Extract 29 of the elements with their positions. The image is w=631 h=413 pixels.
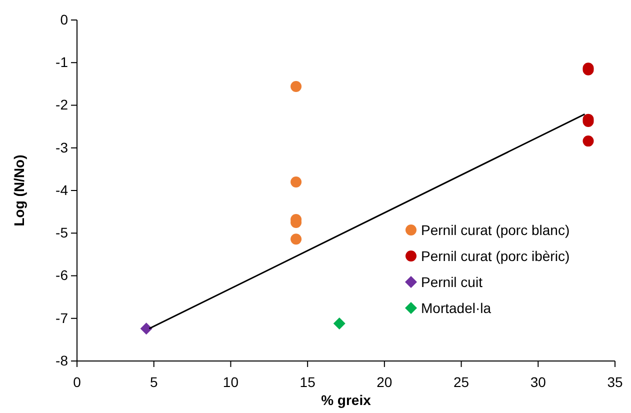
y-tick-label: -6 xyxy=(56,267,68,284)
legend-label: Pernil curat (porc blanc) xyxy=(421,222,570,238)
y-tick-label: -4 xyxy=(56,182,68,198)
x-tick-label: 10 xyxy=(222,374,239,390)
legend-label: Mortadel·la xyxy=(421,300,492,316)
y-tick-label: -5 xyxy=(56,224,68,241)
point xyxy=(140,322,152,335)
point xyxy=(290,176,302,188)
y-tick-label: -3 xyxy=(56,139,68,156)
x-tick-label: 20 xyxy=(376,374,392,390)
y-tick-label: 0 xyxy=(60,11,68,28)
point xyxy=(582,136,594,147)
x-axis-title: % greix xyxy=(321,392,372,408)
x-tick-label: 25 xyxy=(453,374,470,390)
point xyxy=(290,80,302,92)
x-tick-label: 5 xyxy=(150,374,158,390)
y-tick-label: -7 xyxy=(56,310,68,326)
y-axis-title: Log (N/No) xyxy=(11,154,27,226)
legend-label: Pernil curat (porc ibèric) xyxy=(421,248,570,264)
x-tick-label: 15 xyxy=(300,374,316,390)
point xyxy=(333,317,346,330)
x-tick-label: 30 xyxy=(530,374,546,390)
x-tick-label: 0 xyxy=(73,374,82,390)
y-tick-label: -1 xyxy=(56,54,68,70)
y-tick-label: -2 xyxy=(56,96,68,113)
legend-label: Pernil cuit xyxy=(421,274,483,290)
x-tick-label: 35 xyxy=(607,374,623,390)
y-tick-label: -8 xyxy=(56,352,68,368)
point xyxy=(290,234,302,245)
